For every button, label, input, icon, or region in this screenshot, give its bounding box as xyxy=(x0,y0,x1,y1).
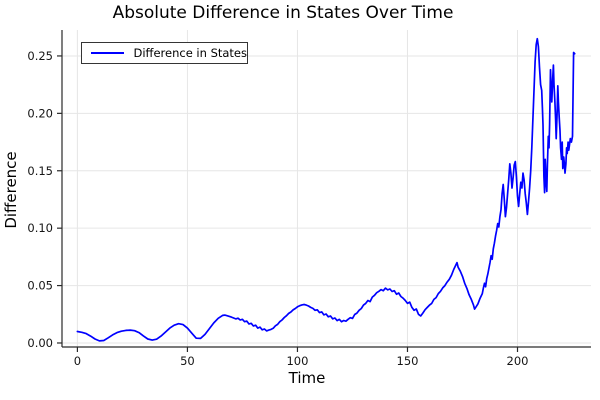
y-tick-label: 0.10 xyxy=(27,221,53,235)
y-tick-label: 0.00 xyxy=(27,336,53,350)
x-tick-label: 100 xyxy=(286,354,308,368)
y-tick-label: 0.20 xyxy=(27,106,53,120)
legend: Difference in States xyxy=(81,42,248,64)
y-axis-label: Difference xyxy=(2,151,20,229)
chart-title: Absolute Difference in States Over Time xyxy=(112,3,454,23)
x-tick-label: 200 xyxy=(507,354,529,368)
y-tick-label: 0.25 xyxy=(27,49,53,63)
legend-line-sample-icon xyxy=(91,52,125,54)
axes xyxy=(57,30,591,352)
y-tick-label: 0.15 xyxy=(27,164,53,178)
legend-entry-label: Difference in States xyxy=(133,46,247,60)
series-line xyxy=(76,37,576,342)
x-tick-label: 50 xyxy=(180,354,195,368)
y-tick-label: 0.05 xyxy=(27,279,53,293)
x-tick-label: 0 xyxy=(74,354,81,368)
x-tick-label: 150 xyxy=(397,354,419,368)
x-axis-label: Time xyxy=(288,369,326,387)
